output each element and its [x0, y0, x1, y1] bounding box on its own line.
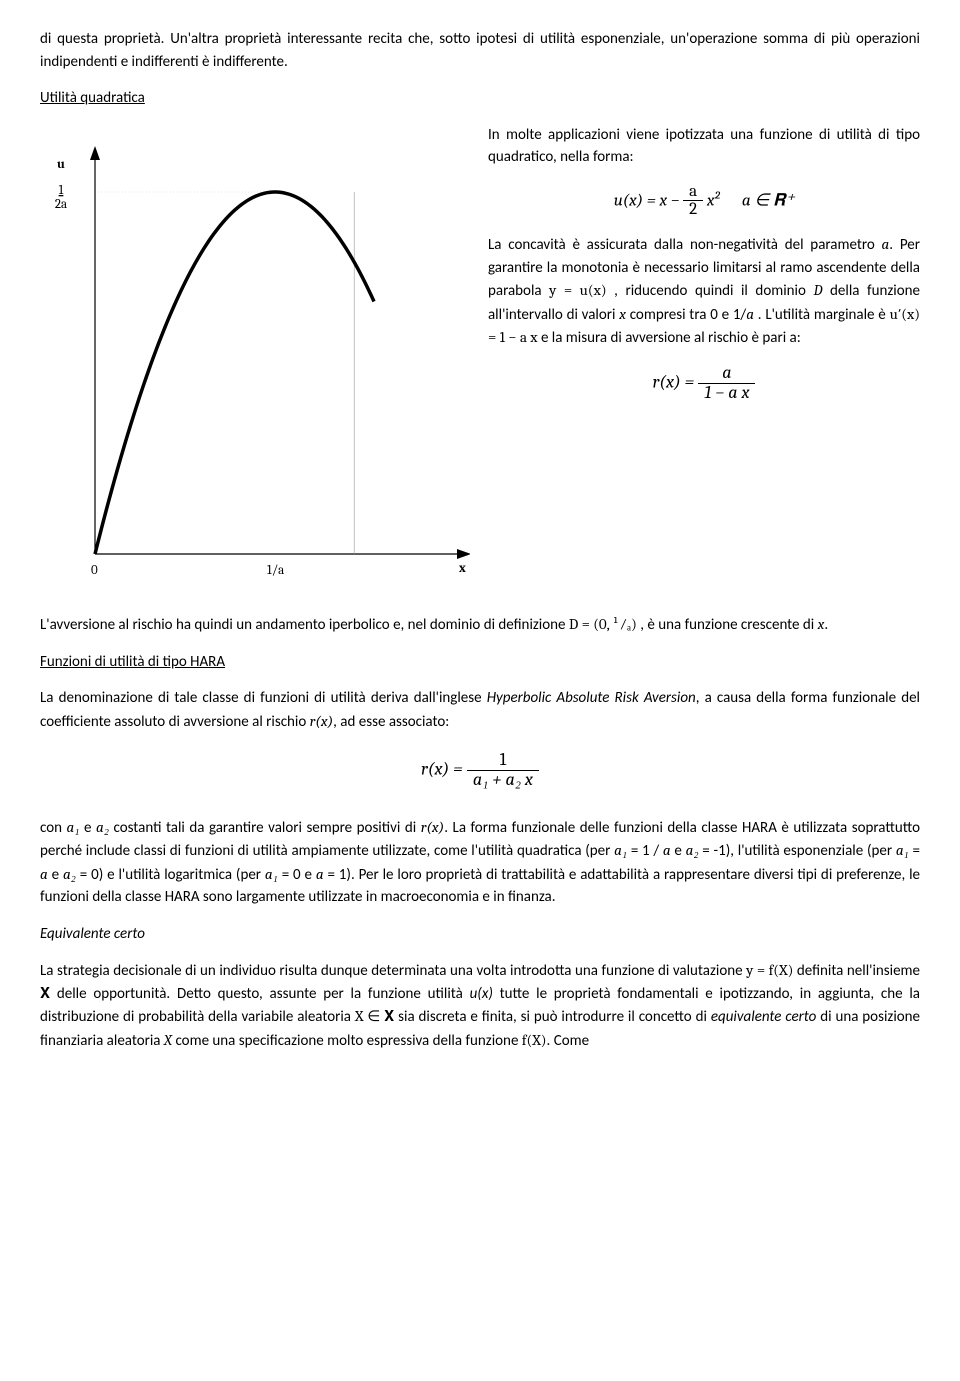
svg-text:2a: 2a — [55, 197, 67, 212]
risk-aversion-hyperbolic-text: L'avversione al rischio ha quindi un and… — [40, 613, 920, 637]
heading-utilita-quadratica: Utilità quadratica — [40, 87, 920, 110]
utility-parabola-chart: u 12a 0 1/a x — [40, 124, 470, 594]
svg-text:u: u — [57, 157, 65, 172]
quad-utility-formula: u(x) = x − a 2 x² a ∈ 𝐑⁺ — [488, 183, 920, 220]
svg-text:1: 1 — [59, 183, 64, 198]
quad-explain-text: La concavità è assicurata dalla non-nega… — [488, 233, 920, 350]
svg-text:1/a: 1/a — [267, 563, 284, 578]
hara-intro-text: La denominazione di tale classe di funzi… — [40, 687, 920, 733]
equivalente-certo-text: La strategia decisionale di un individuo… — [40, 959, 920, 1052]
paragraph-intro: di questa proprietà. Un'altra proprietà … — [40, 28, 920, 73]
hara-explain-text: con a₁ e a₂ costanti tali da garantire v… — [40, 816, 920, 909]
quad-intro-text: In molte applicazioni viene ipotizzata u… — [488, 124, 920, 169]
heading-hara: Funzioni di utilità di tipo HARA — [40, 651, 920, 674]
svg-text:x: x — [459, 561, 466, 576]
heading-equivalente-certo: Equivalente certo — [40, 923, 920, 946]
svg-text:0: 0 — [91, 563, 98, 578]
hara-formula: r(x) = 1 a₁ + a₂ x — [40, 751, 920, 790]
risk-aversion-formula: r(x) = a 1 − a x — [488, 364, 920, 403]
